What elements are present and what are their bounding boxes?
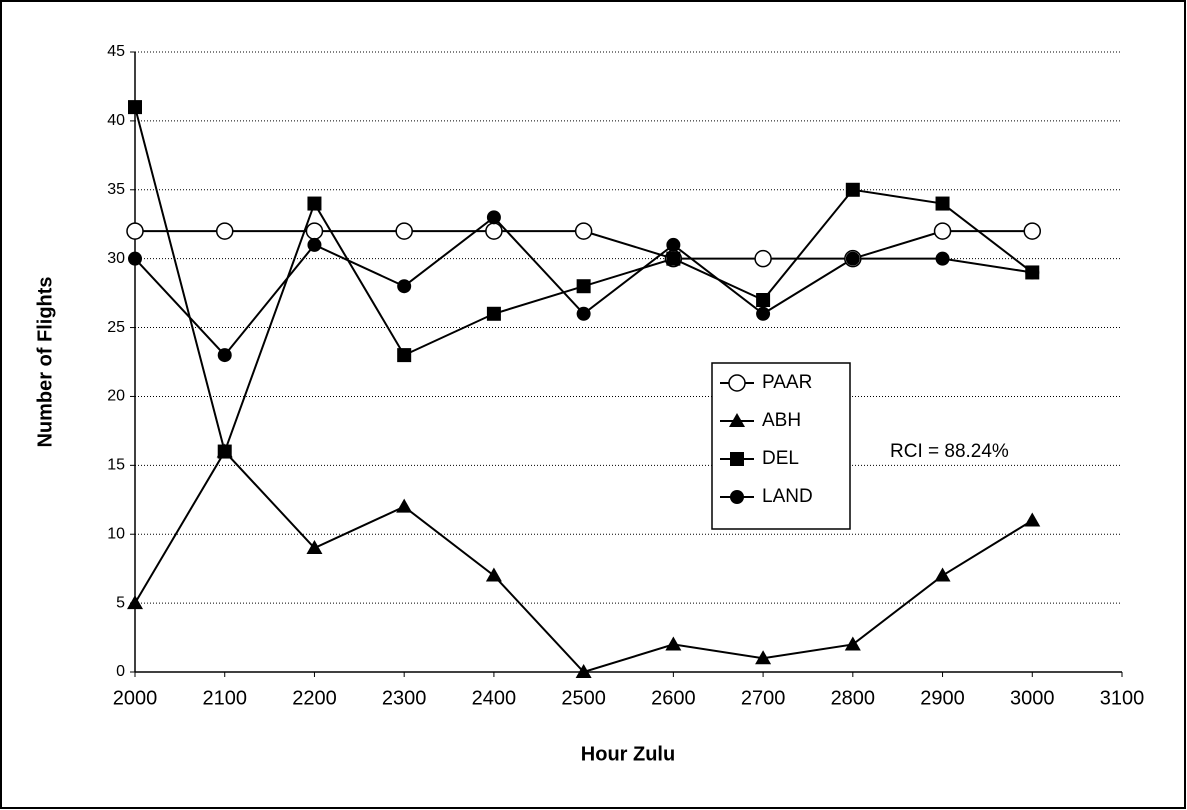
marker [666,251,681,266]
x-tick-label: 2000 [113,687,158,709]
marker [1024,512,1041,527]
marker [307,237,322,252]
x-tick-label: 2200 [292,687,337,709]
legend-label: PAAR [762,372,812,393]
marker [395,222,413,240]
y-tick-label: 45 [107,43,125,60]
marker [845,251,860,266]
marker [935,196,950,211]
legend-label: LAND [762,486,813,507]
y-tick-label: 5 [116,594,125,611]
marker [397,279,412,294]
marker [307,196,322,211]
marker [666,237,681,252]
marker [756,293,771,307]
legend-marker [729,413,745,427]
y-tick-label: 20 [107,388,125,405]
marker [128,251,142,266]
marker [127,595,143,610]
x-tick-label: 2700 [741,687,786,709]
y-axis-label: Number of Flights [34,276,56,447]
x-tick-label: 3000 [1010,687,1055,709]
marker [575,664,592,678]
marker [128,100,142,115]
marker [934,567,951,582]
marker [576,306,591,321]
marker [576,279,591,294]
marker [1025,265,1040,280]
marker [396,498,413,513]
x-tick-label: 2400 [472,687,517,709]
marker [754,249,772,268]
marker [126,222,144,240]
y-tick-label: 15 [107,457,125,474]
y-tick-label: 10 [107,525,125,542]
x-tick-label: 2100 [202,687,247,709]
marker [215,222,234,240]
marker [845,182,860,197]
marker [217,348,232,363]
y-tick-label: 35 [107,181,125,198]
marker [844,636,861,651]
marker [217,444,232,459]
marker [756,306,771,321]
marker [485,222,503,240]
marker [397,348,412,363]
legend-marker [728,374,746,392]
marker [935,251,950,266]
marker [486,306,501,321]
y-tick-label: 30 [107,250,125,267]
marker [485,567,502,582]
legend-marker [730,452,744,466]
y-tick-label: 40 [107,112,125,129]
legend-label: ABH [762,410,801,431]
legend-marker [730,490,744,504]
y-tick-label: 0 [116,663,125,680]
marker [306,540,323,554]
x-tick-label: 2800 [831,687,876,709]
marker [1023,222,1042,240]
marker [665,636,682,651]
x-tick-label: 3100 [1100,687,1145,709]
marker [486,210,501,225]
marker [305,222,324,240]
x-tick-label: 2300 [382,687,427,709]
x-tick-label: 2900 [920,687,965,709]
x-tick-label: 2600 [651,687,696,709]
y-tick-label: 25 [107,319,125,336]
legend-label: DEL [762,448,799,469]
annotation: RCI = 88.24% [890,441,1009,462]
x-tick-label: 2500 [561,687,606,709]
marker [755,650,772,665]
x-axis-label: Hour Zulu [581,743,675,765]
marker [933,222,952,240]
marker [574,222,593,240]
